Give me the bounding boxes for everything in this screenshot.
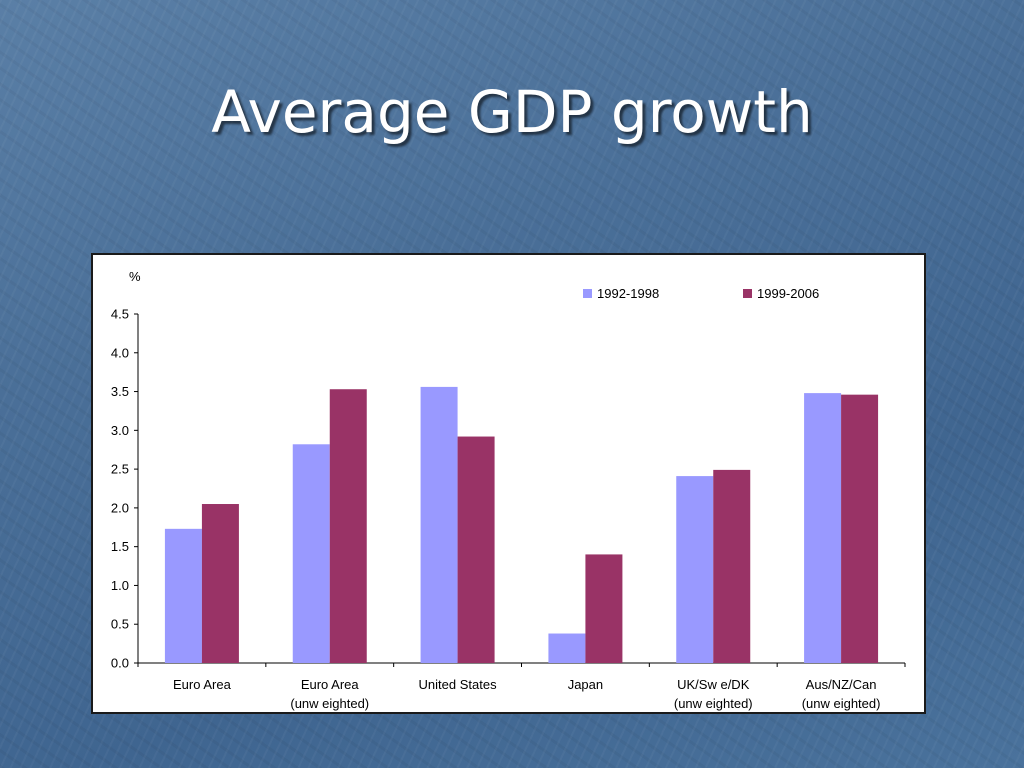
bar-1999-2006-1 (329, 389, 367, 663)
y-tick-label: 4.5 (111, 307, 129, 322)
x-category-label: Euro Area (301, 677, 360, 692)
bar-1992-1998-1 (292, 444, 330, 663)
x-category-label: (unw eighted) (802, 696, 881, 711)
bar-chart: % 1992-1998 1999-2006 0.0 0.5 1.0 1.5 2.0 2.5 3… (111, 269, 906, 711)
bar-1992-1998-3 (548, 633, 586, 663)
x-category-label: United States (419, 677, 498, 692)
chart-panel: % 1992-1998 1999-2006 0.0 0.5 1.0 1.5 2.0 2.5 3… (91, 253, 926, 714)
bar-1999-2006-4 (713, 469, 751, 663)
bar-1999-2006-0 (201, 504, 239, 663)
bar-1992-1998-5 (804, 393, 842, 663)
x-category-label: (unw eighted) (290, 696, 369, 711)
chart-category-labels: Euro Area Euro Area (unw eighted) United St… (173, 677, 880, 711)
legend-swatch (583, 289, 592, 298)
bar-1999-2006-3 (585, 554, 623, 663)
chart-bars (164, 386, 879, 663)
y-tick-label: 4.0 (111, 345, 129, 360)
x-category-label: (unw eighted) (674, 696, 753, 711)
slide-title: Average GDP growth (211, 78, 813, 146)
bar-1992-1998-2 (420, 386, 458, 663)
y-tick-label: 1.5 (111, 539, 129, 554)
bar-1992-1998-0 (164, 528, 202, 663)
bar-1999-2006-2 (457, 436, 495, 663)
x-category-label: Japan (568, 677, 603, 692)
y-tick-label: 2.0 (111, 500, 129, 515)
x-category-label: UK/Sw e/DK (677, 677, 750, 692)
y-axis-unit-label: % (129, 269, 141, 284)
bar-1999-2006-5 (841, 394, 879, 663)
y-tick-label: 3.0 (111, 423, 129, 438)
x-category-label: Aus/NZ/Can (806, 677, 877, 692)
chart-axes: 0.0 0.5 1.0 1.5 2.0 2.5 3.0 3.5 4.0 4.5 (111, 307, 906, 671)
y-tick-label: 1.0 (111, 578, 129, 593)
bar-1992-1998-4 (676, 476, 714, 663)
legend-label: 1999-2006 (757, 286, 819, 301)
y-tick-label: 0.0 (111, 656, 129, 671)
y-tick-label: 2.5 (111, 462, 129, 477)
y-tick-label: 3.5 (111, 384, 129, 399)
x-category-label: Euro Area (173, 677, 232, 692)
y-tick-label: 0.5 (111, 617, 129, 632)
chart-legend: 1992-1998 1999-2006 (583, 286, 819, 301)
legend-label: 1992-1998 (597, 286, 659, 301)
legend-swatch (743, 289, 752, 298)
